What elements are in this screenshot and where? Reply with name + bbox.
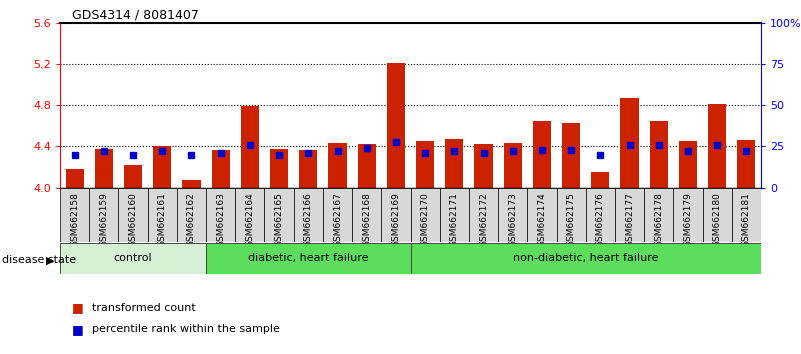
Bar — [89, 188, 119, 242]
Text: GSM662160: GSM662160 — [129, 192, 138, 247]
Bar — [119, 188, 147, 242]
Text: non-diabetic, heart failure: non-diabetic, heart failure — [513, 253, 658, 263]
Bar — [270, 149, 288, 188]
Bar — [650, 121, 668, 188]
Text: ▶: ▶ — [46, 255, 54, 265]
Bar — [533, 121, 551, 188]
Bar — [504, 143, 521, 188]
Bar — [95, 149, 113, 188]
Text: ■: ■ — [72, 323, 84, 336]
Text: GSM662169: GSM662169 — [392, 192, 400, 247]
Text: diabetic, heart failure: diabetic, heart failure — [248, 253, 368, 263]
Text: GSM662158: GSM662158 — [70, 192, 79, 247]
Text: GDS4314 / 8081407: GDS4314 / 8081407 — [72, 9, 199, 22]
Bar — [562, 123, 580, 188]
Text: GSM662175: GSM662175 — [566, 192, 576, 247]
Text: GSM662163: GSM662163 — [216, 192, 225, 247]
Bar — [60, 243, 206, 274]
Bar — [206, 188, 235, 242]
Bar — [66, 169, 84, 188]
Bar — [644, 188, 674, 242]
Text: GSM662172: GSM662172 — [479, 192, 488, 247]
Bar — [586, 188, 615, 242]
Text: ■: ■ — [72, 302, 84, 314]
Text: GSM662176: GSM662176 — [596, 192, 605, 247]
Bar — [410, 243, 761, 274]
Bar — [381, 188, 410, 242]
Bar — [498, 188, 527, 242]
Bar — [177, 188, 206, 242]
Text: GSM662178: GSM662178 — [654, 192, 663, 247]
Text: GSM662161: GSM662161 — [158, 192, 167, 247]
Bar — [591, 172, 610, 188]
Bar — [153, 147, 171, 188]
Text: GSM662173: GSM662173 — [508, 192, 517, 247]
Bar — [615, 188, 644, 242]
Text: GSM662180: GSM662180 — [713, 192, 722, 247]
Bar — [440, 188, 469, 242]
Bar — [206, 243, 410, 274]
Bar — [737, 140, 755, 188]
Bar — [241, 106, 259, 188]
Bar — [323, 188, 352, 242]
Text: GSM662168: GSM662168 — [362, 192, 371, 247]
Bar — [352, 188, 381, 242]
Text: disease state: disease state — [2, 255, 76, 265]
Bar — [183, 181, 200, 188]
Bar — [557, 188, 586, 242]
Bar — [147, 188, 177, 242]
Bar — [124, 165, 142, 188]
Bar — [732, 188, 761, 242]
Bar — [358, 144, 376, 188]
Text: GSM662166: GSM662166 — [304, 192, 313, 247]
Text: GSM662181: GSM662181 — [742, 192, 751, 247]
Bar — [387, 63, 405, 188]
Bar — [294, 188, 323, 242]
Bar — [702, 188, 732, 242]
Bar — [527, 188, 557, 242]
Text: transformed count: transformed count — [92, 303, 196, 313]
Bar — [328, 143, 347, 188]
Bar — [211, 149, 230, 188]
Bar — [674, 188, 702, 242]
Bar — [410, 188, 440, 242]
Text: GSM662165: GSM662165 — [275, 192, 284, 247]
Text: GSM662162: GSM662162 — [187, 192, 196, 247]
Text: control: control — [114, 253, 152, 263]
Text: GSM662177: GSM662177 — [625, 192, 634, 247]
Bar — [708, 104, 727, 188]
Bar — [235, 188, 264, 242]
Text: GSM662174: GSM662174 — [537, 192, 546, 247]
Text: GSM662170: GSM662170 — [421, 192, 429, 247]
Bar — [469, 188, 498, 242]
Bar — [679, 141, 697, 188]
Bar — [264, 188, 294, 242]
Text: GSM662164: GSM662164 — [245, 192, 255, 247]
Text: GSM662167: GSM662167 — [333, 192, 342, 247]
Bar — [474, 144, 493, 188]
Bar — [445, 139, 463, 188]
Bar — [416, 141, 434, 188]
Text: GSM662171: GSM662171 — [450, 192, 459, 247]
Text: percentile rank within the sample: percentile rank within the sample — [92, 324, 280, 334]
Text: GSM662159: GSM662159 — [99, 192, 108, 247]
Text: GSM662179: GSM662179 — [683, 192, 692, 247]
Bar — [60, 188, 89, 242]
Bar — [621, 98, 638, 188]
Bar — [300, 149, 317, 188]
